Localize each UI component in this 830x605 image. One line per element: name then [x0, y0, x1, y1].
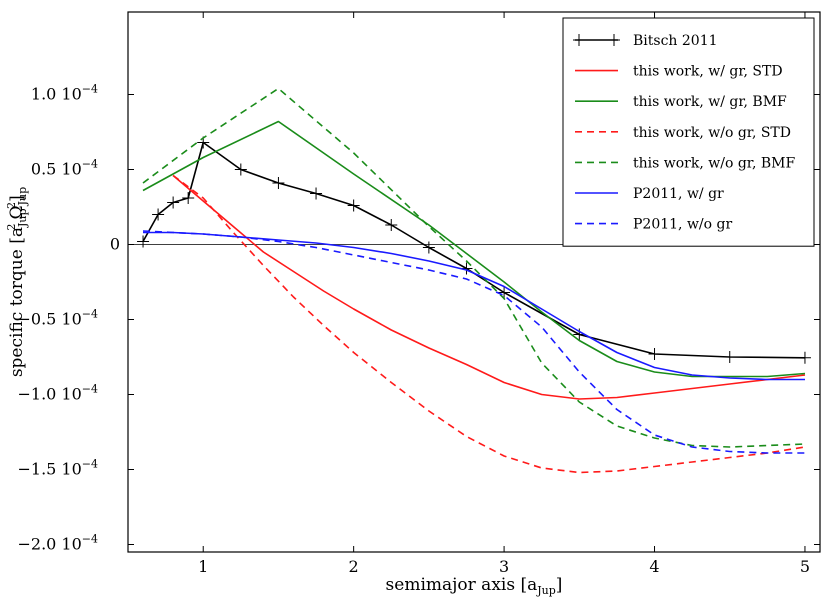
y-tick-label: −2.0 10−4: [17, 533, 98, 554]
plot-area: [128, 87, 820, 474]
series-line-this-work-w-o-gr-bmf: [142, 87, 806, 448]
legend: Bitsch 2011 this work, w/ gr, STD this wor…: [562, 17, 815, 247]
data-point: [310, 187, 323, 200]
data-point: [167, 196, 180, 209]
data-point: [798, 351, 811, 364]
data-point: [422, 241, 435, 254]
legend-label: P2011, w/ gr: [633, 186, 724, 202]
y-tick-label: 1.0 10−4: [31, 83, 98, 104]
x-tick-label: 5: [800, 557, 810, 576]
y-tick-label: −1.5 10−4: [17, 458, 98, 479]
y-tick-label: 0: [110, 235, 120, 254]
data-point: [152, 208, 165, 221]
series-line-p2011-w-o-gr: [142, 230, 805, 454]
data-point: [234, 163, 247, 176]
x-tick-label: 3: [499, 557, 509, 576]
data-point: [347, 199, 360, 212]
y-axis-title: specific torque [aJup2ΩJup2]: [5, 187, 29, 377]
data-point: [648, 348, 661, 360]
series-line-this-work-w-gr-std: [172, 174, 806, 400]
series-line-this-work-w-o-gr-std: [172, 174, 806, 474]
x-tick-label: 4: [649, 557, 659, 576]
axis-ticks: 1 2 3 4 5 1.0 10−4 0.5 10−4 0 −0.5 10−4 −1.0 10−4…: [17, 12, 820, 576]
legend-label: Bitsch 2011: [633, 33, 718, 49]
data-point: [498, 286, 511, 299]
legend-label: P2011, w/o gr: [633, 217, 732, 233]
y-tick-label: 0.5 10−4: [31, 158, 98, 179]
data-point: [272, 177, 285, 189]
legend-label: this work, w/o gr, BMF: [633, 155, 795, 171]
x-tick-label: 2: [349, 557, 359, 576]
data-point: [182, 192, 195, 204]
legend-label: this work, w/ gr, STD: [633, 64, 783, 80]
data-point: [137, 235, 150, 248]
y-tick-label: −0.5 10−4: [17, 308, 98, 329]
x-axis-title: semimajor axis [aJup]: [386, 575, 563, 597]
x-tick-label: 1: [198, 557, 208, 576]
plot-frame: [127, 11, 821, 553]
legend-label: this work, w/o gr, STD: [633, 125, 791, 141]
y-tick-label: −1.0 10−4: [17, 383, 98, 404]
data-point: [723, 351, 736, 363]
legend-label: this work, w/ gr, BMF: [633, 94, 787, 110]
data-point: [385, 219, 398, 231]
